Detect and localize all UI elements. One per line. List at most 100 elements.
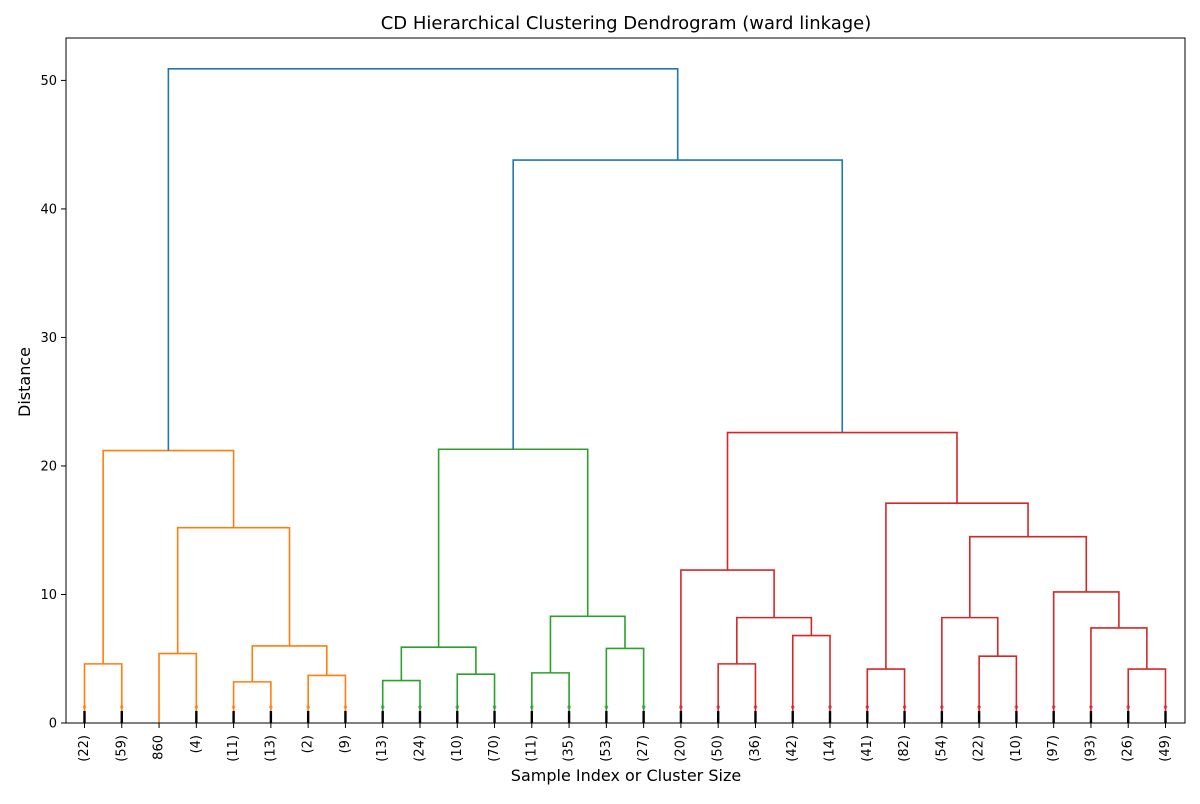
x-tick-label: (14) <box>823 735 838 762</box>
leaf-marker <box>679 711 683 723</box>
leaf-marker-dot <box>679 705 683 709</box>
leaf-marker <box>344 711 347 723</box>
leaf-marker <box>195 711 198 723</box>
leaf-marker <box>83 711 86 723</box>
leaf-markers <box>82 705 1168 723</box>
leaf-marker-dot <box>828 705 832 709</box>
x-tick-label: (11) <box>226 735 241 762</box>
y-tick-label: 40 <box>40 202 57 217</box>
leaf-marker <box>1089 711 1093 723</box>
x-tick-label: (10) <box>1009 735 1024 762</box>
dendrogram-link <box>1090 627 1148 723</box>
leaf-marker-dot <box>82 705 87 709</box>
leaf-marker-dot <box>194 705 199 709</box>
dendrogram-link <box>381 679 421 723</box>
dendrogram-link <box>232 681 272 723</box>
leaf-marker <box>418 711 422 723</box>
x-axis: (22) (59) 860 (4) (11) (13) (2) (9) (13) (24) (10)… <box>77 723 1173 762</box>
x-tick-label: (41) <box>860 735 875 762</box>
leaf-marker <box>1015 711 1018 723</box>
dendrogram-link <box>512 159 844 450</box>
dendrogram-link <box>158 652 198 723</box>
leaf-marker <box>791 711 794 723</box>
dendrogram-link <box>307 674 347 723</box>
leaf-marker <box>306 711 310 723</box>
leaf-marker-dot <box>492 705 497 709</box>
leaf-marker-dot <box>418 705 422 709</box>
leaf-marker-dot <box>306 705 310 709</box>
y-tick-label: 20 <box>40 459 57 474</box>
leaf-marker-dot <box>380 705 385 709</box>
leaf-marker-dot <box>940 705 944 709</box>
dendrogram-link <box>978 655 1018 723</box>
leaf-marker-dot <box>567 705 571 709</box>
dendrogram-link <box>717 663 757 723</box>
dendrogram-link <box>680 569 775 723</box>
dendrogram-link <box>176 526 291 654</box>
x-tick-label: (35) <box>562 735 577 762</box>
dendrogram-link <box>885 502 1029 670</box>
leaf-marker-dot <box>641 705 646 709</box>
leaf-marker <box>828 711 832 723</box>
leaf-marker <box>120 711 123 723</box>
leaf-marker <box>1164 711 1167 723</box>
leaf-marker-dot <box>1163 705 1168 709</box>
leaf-marker <box>456 711 459 723</box>
leaf-marker-dot <box>119 705 124 709</box>
x-tick-label: (93) <box>1083 735 1098 762</box>
x-tick-label: (2) <box>301 735 316 753</box>
y-tick-label: 10 <box>40 588 57 603</box>
leaf-marker-dot <box>231 705 236 709</box>
x-tick-label: (4) <box>189 735 204 753</box>
leaf-marker <box>903 711 906 723</box>
dendrogram-link <box>1052 591 1120 723</box>
x-tick-label: (82) <box>897 735 912 762</box>
leaf-marker-dot <box>1089 705 1093 709</box>
leaf-marker <box>866 711 869 723</box>
leaf-marker <box>716 711 720 723</box>
x-axis-label: Sample Index or Cluster Size <box>511 766 741 785</box>
dendrogram-link <box>400 646 477 681</box>
x-tick-label: (9) <box>338 735 353 753</box>
leaf-marker <box>269 711 273 723</box>
dendrogram-link <box>726 431 958 571</box>
leaf-marker <box>381 711 384 723</box>
leaf-marker <box>642 711 645 723</box>
x-tick-label: (97) <box>1046 735 1061 762</box>
dendrogram-link <box>167 68 679 451</box>
dendrogram-link <box>437 448 589 648</box>
leaf-marker <box>530 711 534 723</box>
chart-title: CD Hierarchical Clustering Dendrogram (w… <box>381 13 872 34</box>
x-tick-label: (11) <box>524 735 539 762</box>
x-tick-label: (10) <box>450 735 465 762</box>
x-tick-label: (13) <box>375 735 390 762</box>
x-tick-label: (50) <box>711 735 726 762</box>
leaf-marker-dot <box>790 705 795 709</box>
x-tick-label: (22) <box>972 735 987 762</box>
x-tick-label: (24) <box>412 735 427 762</box>
dendrogram-link <box>549 615 626 673</box>
leaf-marker-dot <box>1051 705 1056 709</box>
dendrogram-link <box>251 645 328 682</box>
y-axis: 0 10 20 30 40 50 <box>40 74 66 732</box>
leaf-marker-dot <box>604 705 609 709</box>
x-tick-label: (27) <box>636 735 651 762</box>
x-tick-label: (42) <box>785 735 800 762</box>
x-tick-label: 860 <box>152 735 167 760</box>
x-tick-label: (70) <box>487 735 502 762</box>
x-tick-label: (22) <box>77 735 92 762</box>
x-tick-label: (59) <box>114 735 129 762</box>
leaf-marker <box>1127 711 1130 723</box>
y-tick-label: 0 <box>49 717 57 732</box>
x-tick-label: (54) <box>934 735 949 762</box>
dendrogram-link <box>83 663 123 723</box>
leaf-marker <box>493 711 496 723</box>
leaf-marker <box>567 711 571 723</box>
dendrogram-link <box>456 673 496 723</box>
leaf-marker-dot <box>530 705 534 709</box>
y-tick-label: 30 <box>40 331 57 346</box>
leaf-marker-dot <box>455 705 460 709</box>
leaf-marker <box>754 711 757 723</box>
